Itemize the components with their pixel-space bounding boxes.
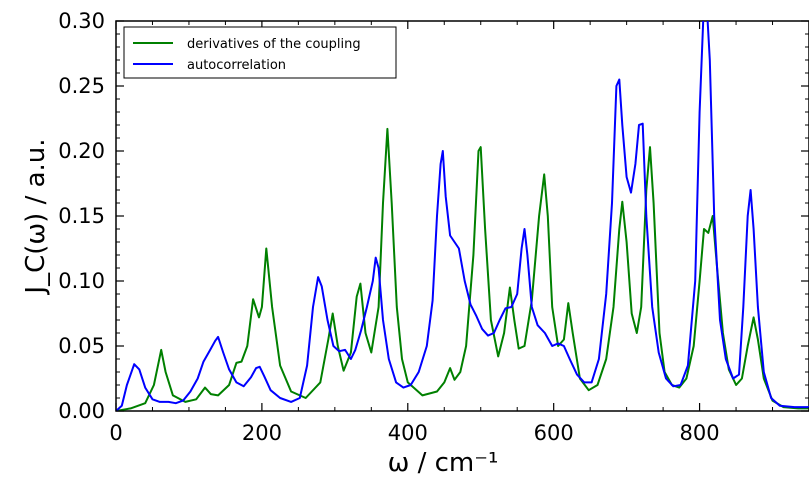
ticks-layer: 0 200 400 600 800 0.00 0.05 0.10 0.15 0.20 0.25 0.3… [58,9,809,445]
y-axis-label: J_C(ω) / a.u. [21,138,51,295]
y-tick-label: 0.25 [58,74,105,98]
x-tick-label: 400 [388,421,428,445]
series-line-derivatives [116,127,809,411]
y-tick-label: 0.30 [58,9,105,33]
x-tick-label: 0 [109,421,122,445]
legend-label-derivatives: derivatives of the coupling [187,37,361,52]
y-tick-label: 0.00 [58,399,105,423]
x-tick-label: 800 [680,421,720,445]
legend-box [123,26,397,79]
x-axis-label: ω / cm⁻¹ [388,448,499,478]
legend: derivatives of the coupling autocorrelat… [123,26,397,79]
series-line-autocorrelation [116,21,809,411]
plot-area [115,20,809,412]
x-tick-label: 200 [242,421,282,445]
y-tick-label: 0.20 [58,139,105,163]
plot-frame [115,20,809,412]
x-tick-label: 600 [534,421,574,445]
series-layer [116,21,809,411]
y-tick-label: 0.10 [58,269,105,293]
y-tick-label: 0.05 [58,334,105,358]
legend-label-autocorrelation: autocorrelation [187,58,286,73]
y-tick-label: 0.15 [58,204,105,228]
